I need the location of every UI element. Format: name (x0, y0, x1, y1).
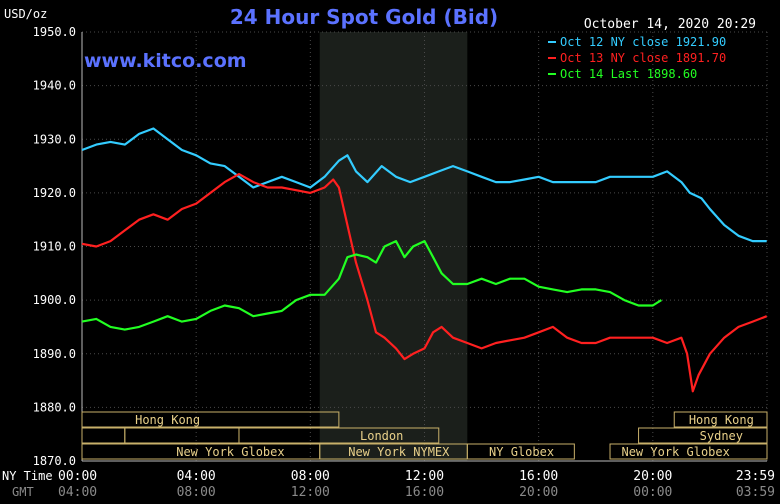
legend-label: Oct 13 NY close 1891.70 (560, 51, 726, 65)
session-box-outline (609, 443, 768, 460)
y-tick-label: 1940.0 (33, 79, 76, 93)
session-label: Hong Kong (135, 413, 200, 427)
session-label: London (360, 429, 403, 443)
y-tick-label: 1910.0 (33, 240, 76, 254)
legend-label: Oct 12 NY close 1921.90 (560, 35, 726, 49)
session-box: Sydney (638, 427, 768, 444)
x-tick-label-ny: 12:00 (405, 469, 444, 484)
y-tick-label: 1900.0 (33, 293, 76, 307)
x-tick-labels: 00:0004:0004:0008:0008:0012:0012:0016:00… (58, 469, 775, 500)
y-tick-label: 1880.0 (33, 400, 76, 414)
x-tick-label-gmt: 00:00 (633, 485, 672, 500)
ny-time-row-label: NY Time (2, 469, 53, 483)
legend-item-oct13: Oct 13 NY close 1891.70 (548, 51, 726, 65)
date-time: October 14, 2020 20:29 (584, 17, 756, 32)
legend: Oct 12 NY close 1921.90 Oct 13 NY close … (548, 35, 726, 81)
legend-item-oct14: Oct 14 Last 1898.60 (548, 67, 697, 81)
series-line-0 (81, 127, 767, 243)
watermark: www.kitco.com (84, 50, 247, 72)
y-tick-label: 1920.0 (33, 186, 76, 200)
gmt-row-label: GMT (12, 485, 34, 499)
session-box-outline (638, 427, 768, 444)
session-label: New York Globex (176, 445, 284, 459)
x-tick-label-ny: 00:00 (58, 469, 97, 484)
x-tick-label-gmt: 12:00 (291, 485, 330, 500)
x-tick-label-ny: 23:59 (736, 469, 775, 484)
legend-item-oct12: Oct 12 NY close 1921.90 (548, 35, 726, 49)
series-line-2 (81, 240, 662, 331)
x-tick-label-ny: 20:00 (633, 469, 672, 484)
x-tick-label-ny: 04:00 (177, 469, 216, 484)
y-tick-label: 1870.0 (33, 454, 76, 468)
y-axis-label: USD/oz (4, 7, 47, 21)
session-box: Hong Kong (81, 411, 340, 428)
y-tick-label: 1950.0 (33, 25, 76, 39)
nymex-session-shading (319, 32, 468, 461)
x-tick-label-gmt: 04:00 (58, 485, 97, 500)
session-box: London (238, 427, 440, 444)
market-sessions: Hong Kong Hong Kong London Sydney New York G… (81, 411, 768, 460)
x-tick-label-ny: 08:00 (291, 469, 330, 484)
session-box: Hong Kong (673, 411, 768, 428)
session-label: Hong Kong (689, 413, 754, 427)
session-box: NY Globex (466, 443, 575, 460)
y-tick-label: 1930.0 (33, 132, 76, 146)
session-box-outline (673, 411, 768, 428)
price-series (81, 127, 768, 393)
x-tick-label-gmt: 03:59 (736, 485, 775, 500)
series-line-1 (81, 173, 768, 393)
axes (81, 32, 767, 462)
x-tick-label-gmt: 08:00 (177, 485, 216, 500)
x-tick-label-ny: 16:00 (519, 469, 558, 484)
chart-title: 24 Hour Spot Gold (Bid) (230, 5, 498, 29)
session-label: New York NYMEX (348, 445, 450, 459)
session-label: NY Globex (489, 445, 554, 459)
y-tick-labels: 1950.0 1940.0 1930.0 1920.0 1910.0 1900.0 1890… (33, 25, 76, 468)
session-label: New York Globex (621, 445, 729, 459)
x-tick-label-gmt: 20:00 (519, 485, 558, 500)
y-tick-label: 1890.0 (33, 347, 76, 361)
x-tick-label-gmt: 16:00 (405, 485, 444, 500)
legend-label: Oct 14 Last 1898.60 (560, 67, 697, 81)
session-label: Sydney (700, 429, 743, 443)
session-box-outline (238, 427, 440, 444)
session-box-outline (81, 411, 340, 428)
session-box-outline (466, 443, 575, 460)
session-box: New York Globex (609, 443, 768, 460)
